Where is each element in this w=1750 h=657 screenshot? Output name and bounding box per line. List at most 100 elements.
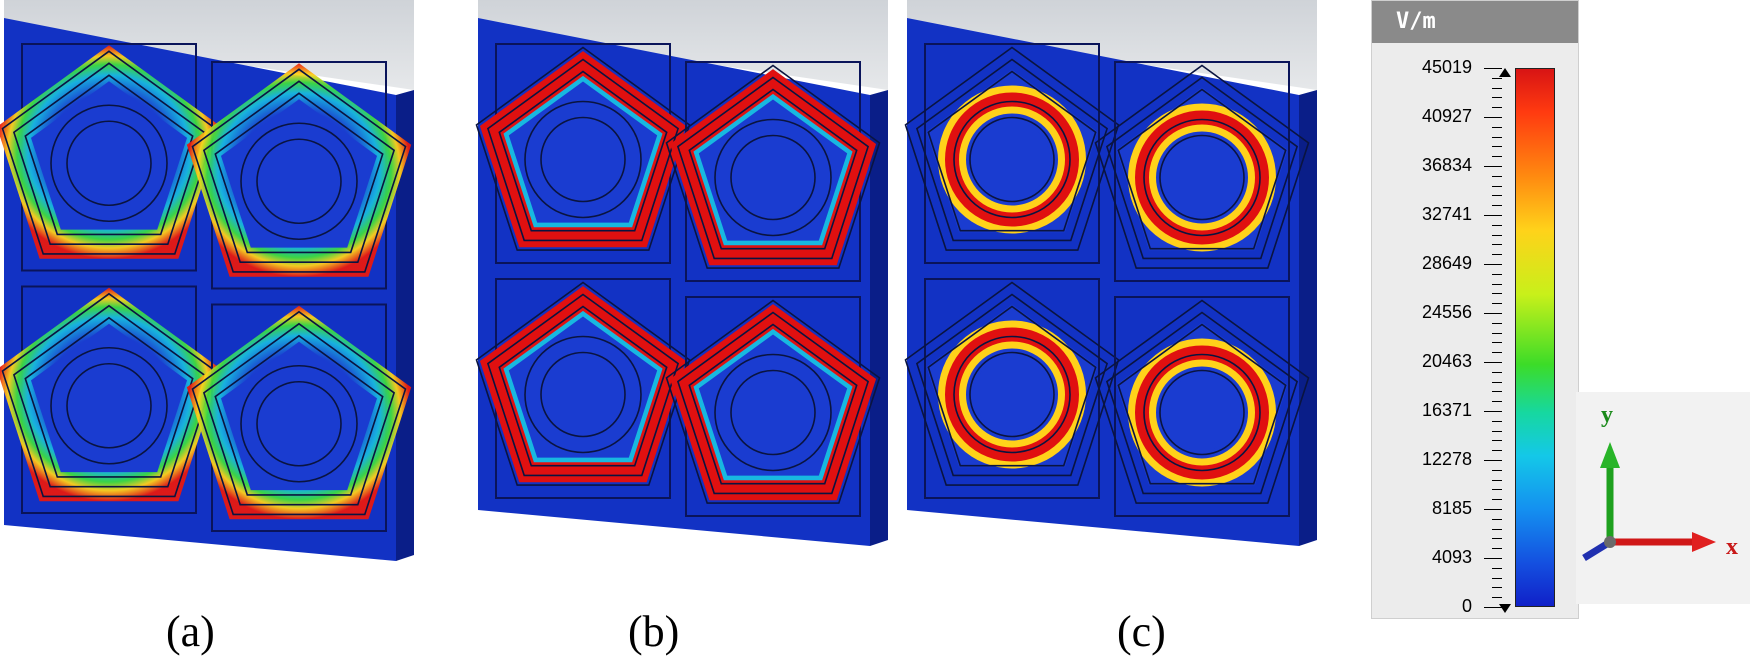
pentagon-ring-outline [1,50,217,255]
legend-minor-tick [1492,136,1502,138]
legend-minor-tick [1492,293,1502,295]
axes-origin [1604,536,1616,548]
pentagon-ring-outline [927,305,1097,467]
legend-down-arrow-icon [1499,604,1511,613]
circular-ring-outline [714,353,832,472]
core-cool-region [974,356,1050,433]
legend-up-arrow-icon [1499,68,1511,77]
middle-ring-field-hot [669,69,877,266]
inner-cool-region [698,99,848,241]
legend-minor-tick [1492,195,1502,197]
pentagon-ring-outline [202,322,396,506]
pentagon-ring-outline [24,74,194,236]
pentagon-ring-outline [202,80,396,264]
pentagon-ring-outline [927,70,1097,232]
circular-ring-outline [240,122,358,241]
pentagon-ring-outline [676,311,870,495]
legend-minor-tick [1492,352,1502,354]
core-cool-region [1164,374,1240,451]
circular-ring-outline [1143,118,1261,237]
legend-minor-tick [1492,460,1502,461]
pentagon-ring-outline [214,92,384,254]
pentagon-ring-outline [498,70,668,232]
legend-tick-label: 24556 [1421,302,1472,322]
panel-c-field-plot [904,0,1317,546]
legend-minor-tick [1492,528,1502,530]
pentagon-ring-outline [1117,323,1287,485]
pentagon-ring-outline [486,58,680,242]
pentagon-ring-outline [1094,299,1310,504]
inner-ring-field-hot [1135,110,1269,245]
legend-minor-tick [1492,322,1502,324]
pentagon-ring-outline [904,46,1120,251]
legend-minor-tick [1492,420,1502,422]
circular-ring-outline [50,346,168,465]
legend-arrows [1499,68,1511,613]
circular-ring-outline [730,134,816,221]
legend-minor-tick [1492,597,1502,599]
x-axis-label: x [1726,534,1738,560]
slab-side-face [870,90,888,546]
legend-tick-mark [1484,607,1502,608]
legend-minor-tick [1492,175,1502,177]
pentagon-ring-outline [475,46,691,251]
legend-tick-label: 20463 [1421,351,1472,371]
circular-ring-outline [66,362,152,449]
inner-ring-field-hot [945,92,1079,227]
legend-minor-tick [1492,126,1502,128]
legend-minor-tick [1492,273,1502,275]
legend-minor-tick [1492,479,1502,481]
slab-side-face [1299,90,1317,546]
circular-ring-outline [953,100,1071,219]
legend-minor-tick [1492,450,1502,452]
legend-minor-tick [1492,391,1502,393]
legend-minor-tick [1492,156,1502,158]
legend-minor-tick [1492,362,1502,363]
legend-tick-label: 28649 [1421,253,1472,273]
inner-cool-region [508,81,658,223]
legend-minor-tick [1492,499,1502,501]
pentagon-ring-outline [676,76,870,260]
color-legend: V/m 45019 40927 36834 32741 28649 24556 20463 1… [1371,0,1579,619]
legend-tick-label: 36834 [1421,155,1472,175]
slab-side-face [396,90,414,561]
legend-minor-tick [1492,332,1502,334]
legend-minor-tick [1492,587,1502,589]
legend-minor-tick [1492,489,1502,491]
legend-tick-label: 40927 [1421,106,1472,126]
inner-cool-region [698,334,848,476]
legend-minor-tick [1492,254,1502,256]
circular-ring-outline [714,118,832,237]
pentagon-ring-outline [665,299,881,504]
legend-minor-tick [1492,244,1502,246]
circular-ring-outline [50,104,168,223]
inner-cool-region [221,99,377,248]
panel-a-field-plot [0,0,414,561]
y-axis-label: y [1601,402,1613,428]
legend-minor-tick [1492,166,1502,167]
x-axis-arrow-icon [1692,532,1716,552]
pentagon-ring-outline [475,281,691,486]
backdrop [4,0,414,90]
legend-minor-tick [1492,185,1502,187]
panel-c-caption: (c) [1117,607,1166,656]
circular-ring-outline [256,380,342,467]
pentagon-ring-outline [1105,76,1299,260]
legend-minor-tick [1492,430,1502,432]
legend-minor-tick [1492,264,1502,265]
legend-minor-tick [1492,68,1502,69]
circular-ring-outline [1143,353,1261,472]
legend-minor-tick [1492,342,1502,344]
inner-ring-field-hot [1135,345,1269,480]
legend-minor-tick [1492,77,1502,79]
legend-minor-tick [1492,87,1502,89]
panel-a-caption: (a) [166,607,215,656]
circular-ring-outline [969,351,1055,438]
legend-minor-tick [1492,411,1502,412]
legend-minor-tick [1492,381,1502,383]
legend-minor-tick [1492,215,1502,216]
legend-minor-tick [1492,558,1502,559]
circular-ring-outline [1159,369,1245,456]
legend-minor-tick [1492,509,1502,510]
